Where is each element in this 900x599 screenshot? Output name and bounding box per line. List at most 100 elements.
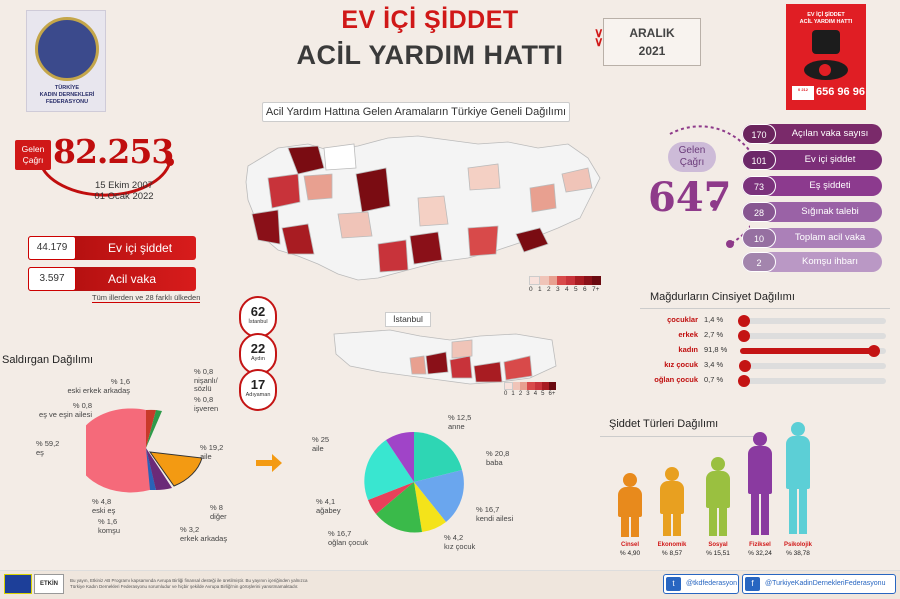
pie-label: % 20,8 baba: [486, 449, 510, 467]
stat-label: Komşu ihbarı: [802, 256, 858, 267]
violence-type-pct: % 8,57: [661, 550, 683, 557]
pie-label: % 12,5 anne: [448, 413, 472, 431]
map-legend: 0 1 2 3 4 5 6 7+: [529, 276, 601, 293]
violence-figure: [742, 431, 778, 540]
pie-label: % 1,6 eski erkek arkadaş: [67, 377, 130, 395]
violence-type-pct: % 4,90: [619, 550, 641, 557]
stat-value: 101: [742, 150, 776, 170]
pie-slice-isveren: [146, 410, 162, 448]
legend-swatch: [527, 382, 535, 390]
arc-dot: [166, 158, 174, 166]
legend-label: 3: [556, 286, 560, 293]
legend-swatch: [539, 276, 549, 285]
city-stat: 22 Aydın: [239, 333, 277, 375]
turkey-map: [245, 135, 601, 281]
map-legend-swatches: [529, 276, 601, 285]
pie-label: % 0,8 nişanlı/ sözlü: [194, 367, 218, 393]
facebook-handle: @TurkiyeKadinDernekleriFederasyonu: [765, 580, 886, 587]
gender-title: Mağdurların Cinsiyet Dağılımı: [650, 291, 795, 303]
arrow-right-icon: [256, 454, 282, 472]
violence-type-pct: % 38,78: [786, 550, 810, 557]
pie-label: % 19,2 aile: [200, 443, 224, 461]
legend-swatch: [513, 382, 521, 390]
legend-swatch: [574, 276, 584, 285]
aggressor-title: Saldırgan Dağılımı: [2, 354, 94, 366]
map-legend-labels: 0 1 2 3 4 5 6 7+: [529, 286, 601, 293]
city-stat-label: Adıyaman: [245, 392, 271, 398]
violence-types-title: Şiddet Türleri Dağılımı: [609, 418, 719, 430]
legend-swatch: [520, 382, 528, 390]
telephone-icon: [812, 30, 840, 54]
arc-line: [38, 161, 172, 197]
pie-label: % 3,2 erkek arkadaş: [180, 525, 228, 543]
istanbul-legend-labels: 0 1 2 3 4 5 6+: [504, 391, 556, 397]
province-light: [561, 167, 593, 193]
violence-type-name: Ekonomik: [657, 542, 687, 548]
legend-label: 0: [504, 391, 508, 397]
divider: [600, 436, 760, 437]
total-calls-value: 82.253: [53, 132, 174, 171]
gender-label: kız çocuk: [664, 360, 698, 369]
aggressor-pie: [86, 408, 203, 493]
province-dark: [251, 209, 281, 245]
gender-bar-track: [738, 315, 886, 327]
pie-label: % 4,2 kız çocuk: [444, 533, 476, 551]
legend-label: 5: [541, 391, 545, 397]
province-light: [303, 173, 333, 201]
city-stat-label: Aydın: [251, 356, 265, 362]
divider: [640, 308, 890, 309]
violence-type-name: Fiziksel: [749, 542, 771, 548]
province-dark: [281, 223, 315, 255]
pie-label: % 4,8 eski eş: [92, 497, 116, 515]
istanbul-map-title: İstanbul: [385, 312, 431, 327]
etkin-logo: ETKİN: [34, 574, 64, 594]
gender-pct: 1,4 %: [704, 315, 724, 324]
pie-label: % 8 diğer: [210, 503, 227, 521]
gender-label: oğlan çocuk: [654, 375, 698, 384]
month: ARALIK: [629, 26, 675, 40]
district-light: [451, 339, 473, 359]
legend-label: 0: [529, 286, 533, 293]
gender-label: erkek: [678, 330, 698, 339]
gender-bar-dot: [738, 360, 751, 372]
twitter-link[interactable]: t @tkdfederasyon: [663, 574, 739, 594]
pie-label: % 0,8 eş ve eşin ailesi: [39, 401, 92, 419]
title-line-2: ACİL YARDIM HATTI: [296, 40, 564, 70]
province-empty: [323, 143, 357, 171]
logo-emblem-icon: [35, 17, 99, 81]
stat-label: Ev içi şiddet: [108, 241, 173, 255]
pie-label: % 16,7 kendi ailesi: [476, 505, 514, 523]
twitter-handle: @tkdfederasyon: [686, 580, 738, 587]
gender-pct: 0,7 %: [704, 375, 724, 384]
crying-eye-icon: [804, 60, 848, 80]
city-stat: 62 İstanbul: [239, 296, 277, 338]
province-light: [529, 183, 557, 213]
gender-label: çocuklar: [667, 315, 698, 324]
violence-figure: [780, 421, 816, 540]
pie-slice-aile: [148, 451, 203, 487]
province-light: [417, 195, 449, 227]
province-medium: [467, 225, 499, 257]
monthly-stat-bar: 10 Toplam acil vaka: [742, 228, 882, 248]
city-stat-value: 62: [250, 304, 266, 319]
pie-slice-oglan-cocuk: [376, 482, 422, 533]
stat-value: 170: [742, 124, 776, 144]
violence-figure: [700, 456, 736, 540]
legend-label: 2: [547, 286, 551, 293]
legend-label: 7+: [592, 286, 600, 293]
province-dark: [355, 167, 391, 213]
stat-label: Ev içi şiddet: [804, 154, 856, 165]
province-light: [337, 211, 373, 239]
district-medium: [503, 355, 533, 381]
twitter-icon: t: [666, 577, 681, 591]
total-stat-bar: 3.597 Acil vaka: [28, 267, 196, 291]
violence-type-name: Cinsel: [620, 542, 639, 548]
arc-dot: [726, 240, 734, 248]
monthly-stat-bar: 2 Komşu ihbarı: [742, 252, 882, 272]
legend-label: 2: [518, 391, 523, 397]
facebook-link[interactable]: f @TurkiyeKadinDernekleriFederasyonu: [742, 574, 896, 594]
total-calls-arc: [38, 158, 174, 197]
arc-dot: [710, 200, 718, 208]
gender-bar-dot: [868, 345, 881, 357]
pie-slice-erkek-arkadas: [146, 448, 156, 491]
